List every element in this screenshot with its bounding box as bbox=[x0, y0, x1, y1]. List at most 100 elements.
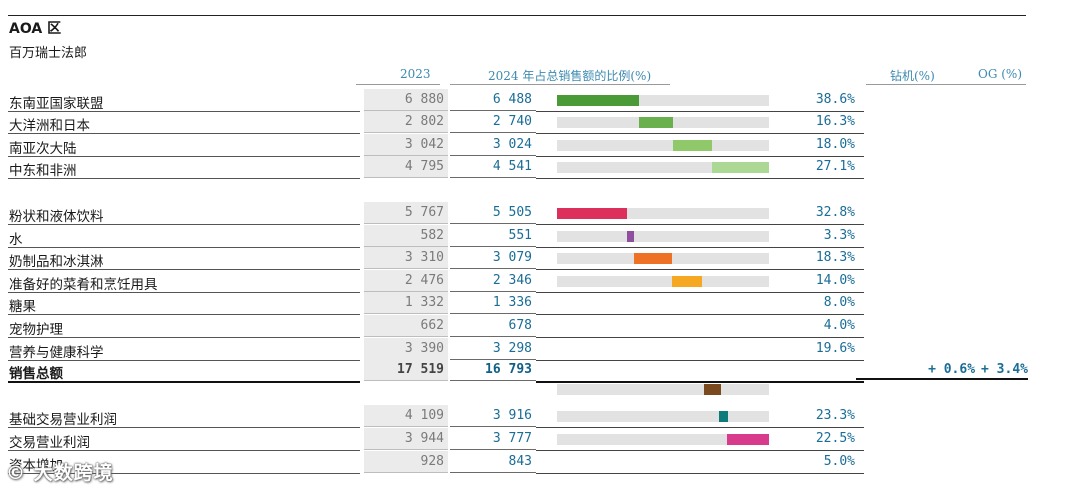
header-2023: 2023 bbox=[400, 67, 431, 81]
share-bar-fill bbox=[557, 95, 639, 106]
row-label: 宠物护理 bbox=[9, 322, 63, 338]
share-bar bbox=[557, 162, 769, 173]
share-bar-fill bbox=[557, 208, 627, 219]
value-2024: 3 024 bbox=[492, 137, 532, 152]
value-2024: 3 777 bbox=[492, 431, 532, 446]
row-label: 奶制品和冰淇淋 bbox=[9, 254, 104, 270]
value-2023: 928 bbox=[420, 454, 444, 469]
share-percent: 19.6% bbox=[815, 341, 855, 356]
share-percent: 8.0% bbox=[823, 295, 855, 310]
row-label: 大洋洲和日本 bbox=[9, 118, 90, 134]
share-bar bbox=[557, 434, 769, 445]
share-bar bbox=[557, 276, 769, 287]
table-row: 中东和非洲 4 795 4 541 27.1% bbox=[8, 156, 1028, 179]
value-2024: 3 298 bbox=[492, 341, 532, 356]
value-2023: 4 795 bbox=[404, 159, 444, 174]
share-percent: 3.3% bbox=[823, 228, 855, 243]
share-percent: 5.0% bbox=[823, 454, 855, 469]
total-row: 销售总额 17 519 16 793 bbox=[8, 359, 1028, 383]
table-row: 东南亚国家联盟 6 880 6 488 38.6% bbox=[8, 89, 1028, 112]
growth-rig: + 0.6% bbox=[928, 362, 976, 377]
share-percent: 16.3% bbox=[815, 114, 855, 129]
row-label: 东南亚国家联盟 bbox=[9, 96, 104, 112]
value-2024: 3 079 bbox=[492, 250, 532, 265]
header-organic: 钻机(%) bbox=[890, 69, 935, 83]
header-og: OG (%) bbox=[978, 67, 1023, 81]
share-bar-fill bbox=[727, 434, 769, 445]
row-label: 糖果 bbox=[9, 299, 36, 315]
share-bar-fill bbox=[633, 253, 673, 264]
header-2024-share: 2024 年占总销售额的比例(%) bbox=[488, 69, 652, 83]
table-row: 南亚次大陆 3 042 3 024 18.0% bbox=[8, 134, 1028, 157]
table-row: 粉状和液体饮料 5 767 5 505 32.8% bbox=[8, 202, 1028, 225]
table-row: 营养与健康科学 3 390 3 298 19.6% bbox=[8, 338, 1028, 361]
table-row: 准备好的菜肴和烹饪用具 2 476 2 346 14.0% bbox=[8, 270, 1028, 293]
header-rule-growth bbox=[866, 84, 1026, 85]
share-bar bbox=[557, 384, 769, 395]
share-percent: 18.0% bbox=[815, 137, 855, 152]
total-2024: 16 793 bbox=[485, 362, 532, 377]
share-percent: 14.0% bbox=[815, 273, 855, 288]
share-bar bbox=[557, 411, 769, 422]
share-bar-fill bbox=[711, 162, 769, 173]
share-bar-fill bbox=[626, 231, 634, 242]
header-rule-2024 bbox=[450, 84, 670, 85]
page-title: AOA 区 bbox=[9, 21, 62, 37]
share-bar bbox=[557, 95, 769, 106]
share-bar-fill bbox=[638, 117, 674, 128]
row-label: 粉状和液体饮料 bbox=[9, 209, 104, 225]
value-2024: 1 336 bbox=[492, 295, 532, 310]
value-2024: 3 916 bbox=[492, 408, 532, 423]
value-2024: 678 bbox=[508, 318, 532, 333]
value-2023: 3 310 bbox=[404, 250, 444, 265]
row-label: 资本增加 bbox=[9, 458, 63, 474]
share-bar-fill bbox=[719, 411, 728, 422]
value-2023: 6 880 bbox=[404, 92, 444, 107]
row-label: 水 bbox=[9, 232, 23, 248]
share-bar-fill bbox=[673, 140, 712, 151]
value-2023: 662 bbox=[420, 318, 444, 333]
watermark: © 大数跨境 bbox=[6, 462, 114, 484]
value-2024: 2 346 bbox=[492, 273, 532, 288]
share-percent: 27.1% bbox=[815, 159, 855, 174]
value-2023: 1 332 bbox=[404, 295, 444, 310]
value-2024: 4 541 bbox=[492, 159, 532, 174]
total-label: 销售总额 bbox=[9, 366, 63, 382]
value-2024: 843 bbox=[508, 454, 532, 469]
table-row: 糖果 1 332 1 336 8.0% bbox=[8, 292, 1028, 315]
table-row: 基础交易营业利润 4 109 3 916 23.3% bbox=[8, 405, 1028, 428]
share-percent: 32.8% bbox=[815, 205, 855, 220]
share-percent: 22.5% bbox=[815, 431, 855, 446]
value-2023: 2 802 bbox=[404, 114, 444, 129]
value-2023: 4 109 bbox=[404, 408, 444, 423]
total-growth: + 0.6% + 3.4% bbox=[922, 362, 1028, 377]
unit-subtitle: 百万瑞士法郎 bbox=[9, 46, 88, 61]
value-2023: 3 042 bbox=[404, 137, 444, 152]
share-percent: 23.3% bbox=[815, 408, 855, 423]
growth-rule bbox=[856, 378, 1028, 380]
value-2024: 5 505 bbox=[492, 205, 532, 220]
share-bar-fill bbox=[704, 384, 722, 395]
row-label: 准备好的菜肴和烹饪用具 bbox=[9, 277, 158, 293]
table-row: 大洋洲和日本 2 802 2 740 16.3% bbox=[8, 111, 1028, 134]
header-rule-2023 bbox=[356, 84, 440, 85]
share-percent: 38.6% bbox=[815, 92, 855, 107]
share-percent: 18.3% bbox=[815, 250, 855, 265]
table-row: 水 582 551 3.3% bbox=[8, 225, 1028, 248]
value-2023: 5 767 bbox=[404, 205, 444, 220]
row-label: 基础交易营业利润 bbox=[9, 412, 117, 428]
total-2023: 17 519 bbox=[397, 362, 444, 377]
table-row: 交易营业利润 3 944 3 777 22.5% bbox=[8, 428, 1028, 451]
share-bar bbox=[557, 140, 769, 151]
row-label: 营养与健康科学 bbox=[9, 345, 104, 361]
row-label: 南亚次大陆 bbox=[9, 141, 77, 157]
share-bar bbox=[557, 117, 769, 128]
value-2023: 2 476 bbox=[404, 273, 444, 288]
row-label: 交易营业利润 bbox=[9, 435, 90, 451]
share-bar-fill bbox=[672, 276, 702, 287]
growth-og: + 3.4% bbox=[981, 362, 1028, 377]
share-percent: 4.0% bbox=[823, 318, 855, 333]
value-2024: 6 488 bbox=[492, 92, 532, 107]
value-2024: 2 740 bbox=[492, 114, 532, 129]
table-row: 资本增加 928 843 5.0% bbox=[8, 451, 1028, 474]
